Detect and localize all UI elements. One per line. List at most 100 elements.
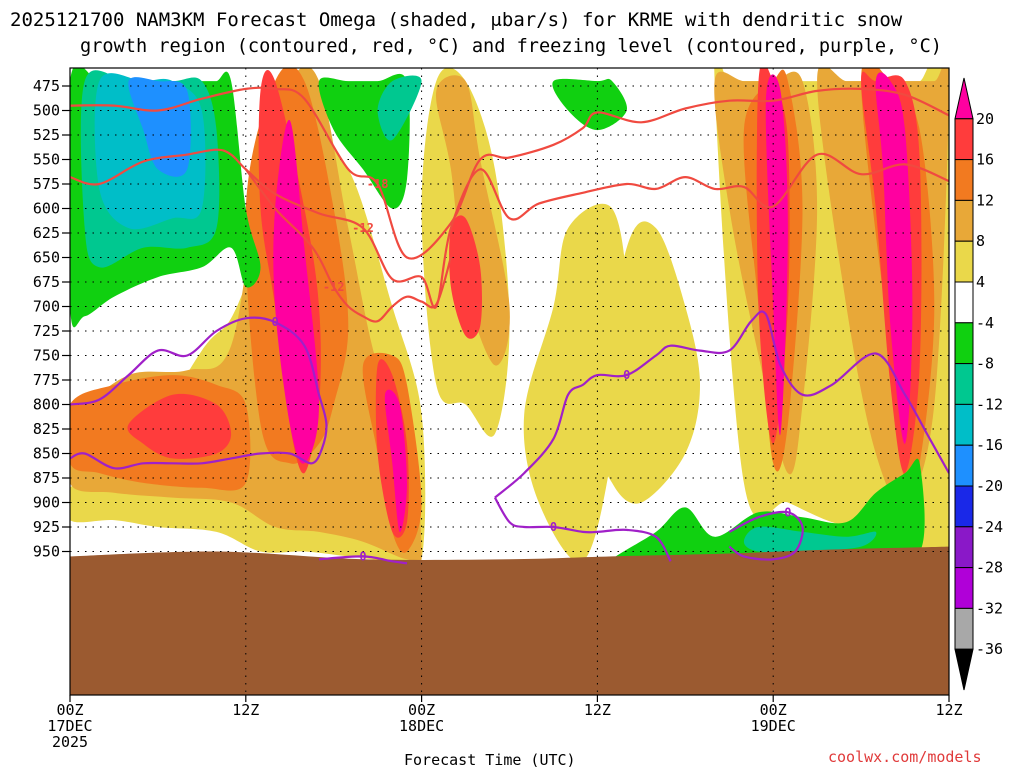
colorbar-bin-5	[954, 281, 974, 324]
terrain-layer	[70, 546, 949, 695]
colorbar: 20 16 12 8 4 -4 -8 -12 -16 -20 -24 -28 -32 -36	[954, 77, 1003, 691]
omega-region-2	[523, 203, 627, 563]
x-tick-label-24: 00Z	[408, 701, 435, 719]
purple-contour-label-3: 0	[784, 505, 791, 519]
colorbar-bin-13	[954, 607, 974, 650]
red-contour-label-1: -12	[352, 221, 374, 235]
colorbar-bin-14	[954, 648, 974, 691]
red-contour-2	[244, 168, 452, 323]
terrain-fill	[70, 546, 949, 695]
colorbar-label-10: -24	[976, 518, 1003, 536]
y-tick-label-800: 800	[33, 396, 60, 414]
x-axis-label: Forecast Time (UTC)	[404, 751, 576, 768]
omega-region-20	[273, 119, 319, 464]
x-tick-label-0: 00Z	[56, 701, 83, 719]
colorbar-bin-1	[954, 118, 974, 161]
y-tick-label-950: 950	[33, 543, 60, 561]
purple-contour-label-0: 0	[271, 315, 278, 329]
x-tick-date-0: 17DEC	[47, 717, 92, 735]
omega-region-32	[128, 77, 191, 177]
omega-shaded-field	[70, 68, 949, 595]
purple-contour-1	[494, 310, 949, 499]
chart-title-line-2: growth region (contoured, red, °C) and f…	[80, 35, 942, 57]
x-tick-date-48: 19DEC	[751, 717, 796, 735]
omega-region-26	[552, 78, 628, 131]
y-tick-label-725: 725	[33, 322, 60, 340]
y-tick-label-925: 925	[33, 518, 60, 536]
colorbar-bin-8	[954, 403, 974, 446]
y-tick-label-900: 900	[33, 494, 60, 512]
contour-lines: -18 -12 -12 0 0 0 0 0	[70, 86, 949, 565]
y-tick-label-550: 550	[33, 151, 60, 169]
purple-contour-0	[70, 316, 328, 470]
y-tick-label-750: 750	[33, 347, 60, 365]
omega-region-30	[743, 526, 877, 553]
colorbar-bin-10	[954, 485, 974, 528]
omega-region-27	[610, 458, 925, 563]
y-tick-label-675: 675	[33, 273, 60, 291]
purple-contour-3	[728, 510, 804, 561]
colorbar-label-4: 4	[976, 273, 985, 291]
x-tick-date-24: 18DEC	[399, 717, 444, 735]
y-tick-label-525: 525	[33, 126, 60, 144]
colorbar-bin-12	[954, 567, 974, 609]
y-tick-label-700: 700	[33, 298, 60, 316]
purple-contour-label-2: 0	[550, 520, 557, 534]
red-contour-0	[70, 86, 949, 260]
colorbar-bin-6	[954, 322, 974, 365]
x-tick-label-12: 12Z	[232, 701, 259, 719]
colorbar-label-11: -28	[976, 559, 1003, 577]
y-tick-label-775: 775	[33, 371, 60, 389]
red-contour-label-0: -18	[367, 177, 389, 191]
plot-frame	[69, 67, 950, 696]
y-tick-label-875: 875	[33, 469, 60, 487]
purple-contour-4	[318, 555, 408, 565]
colorbar-label-8: -16	[976, 436, 1003, 454]
y-tick-label-850: 850	[33, 445, 60, 463]
colorbar-label-2: 12	[976, 191, 994, 209]
x-tick-year-0: 2025	[52, 733, 88, 751]
purple-contour-label-4: 0	[359, 549, 366, 563]
colorbar-bin-0	[954, 77, 974, 120]
colorbar-label-0: 20	[976, 110, 994, 128]
colorbar-label-12: -32	[976, 599, 1003, 617]
colorbar-label-6: -8	[976, 355, 994, 373]
chart-title-line-1: 2025121700 NAM3KM Forecast Omega (shaded…	[10, 9, 903, 31]
y-tick-label-650: 650	[33, 249, 60, 267]
credit-text[interactable]: coolwx.com/models	[828, 748, 982, 766]
y-tick-label-825: 825	[33, 420, 60, 438]
omega-region-29	[377, 75, 422, 141]
colorbar-label-3: 8	[976, 232, 985, 250]
colorbar-label-5: -4	[976, 314, 994, 332]
colorbar-bin-11	[954, 526, 974, 569]
colorbar-bin-4	[954, 240, 974, 283]
colorbar-label-9: -20	[976, 477, 1003, 495]
y-tick-label-625: 625	[33, 224, 60, 242]
colorbar-label-1: 16	[976, 151, 994, 169]
red-contour-1	[70, 148, 949, 309]
x-tick-label-60: 12Z	[935, 701, 962, 719]
colorbar-label-7: -12	[976, 395, 1003, 413]
omega-region-21	[384, 389, 407, 533]
colorbar-bin-2	[954, 159, 974, 201]
y-tick-label-475: 475	[33, 77, 60, 95]
purple-contour-label-1: 0	[623, 368, 630, 382]
colorbar-bin-7	[954, 363, 974, 405]
y-tick-label-600: 600	[33, 200, 60, 218]
colorbar-bin-3	[954, 199, 974, 242]
omega-region-22	[765, 74, 788, 436]
red-contour-label-2: -12	[323, 280, 345, 294]
colorbar-bin-9	[954, 444, 974, 487]
y-tick-label-575: 575	[33, 175, 60, 193]
y-tick-label-500: 500	[33, 102, 60, 120]
y-axis: 475 500 525 550 575 600 625 650 675 700 725 750 775 8…	[33, 77, 70, 561]
omega-region-3	[597, 221, 700, 504]
omega-region-14	[127, 393, 232, 459]
omega-region-6	[435, 75, 510, 366]
x-tick-label-36: 12Z	[584, 701, 611, 719]
omega-region-17	[449, 215, 482, 339]
x-tick-label-48: 00Z	[760, 701, 787, 719]
purple-contour-2	[493, 497, 672, 562]
